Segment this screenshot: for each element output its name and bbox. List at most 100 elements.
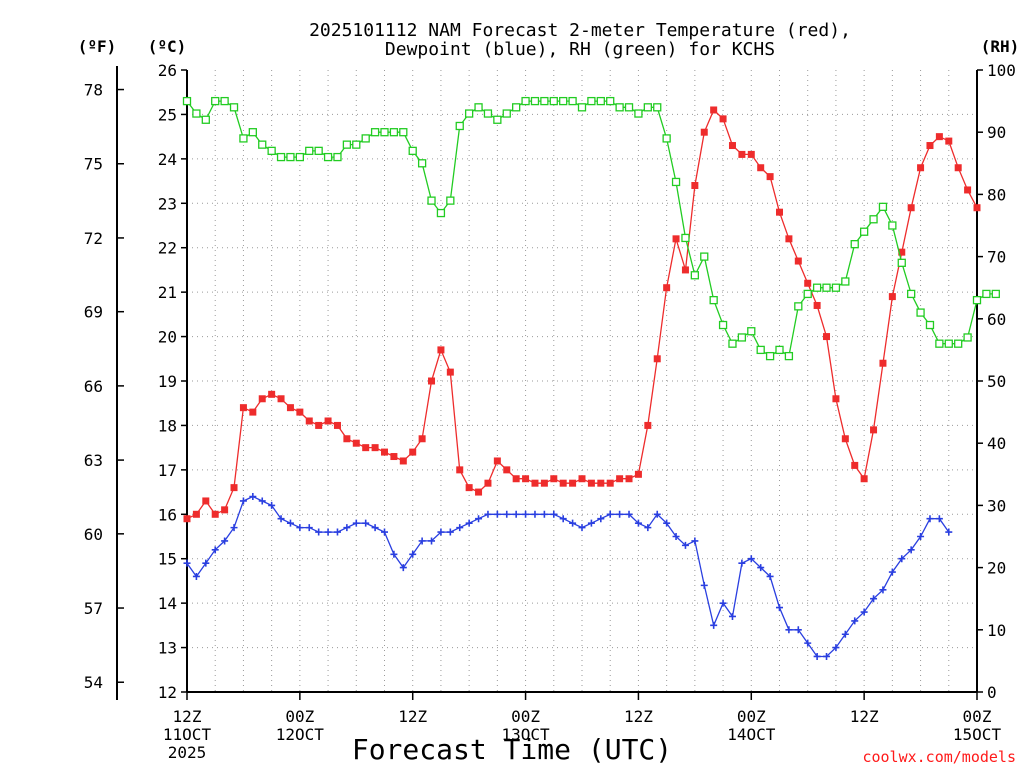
- temperature-point: [475, 488, 483, 496]
- rh-point: [417, 159, 427, 168]
- fahrenheit-tick-label: 75: [84, 155, 103, 174]
- dewpoint-point: [747, 555, 755, 563]
- rh-point: [258, 140, 267, 149]
- temperature-point: [202, 497, 210, 505]
- rh-point: [446, 196, 455, 205]
- chart-title-line2: Dewpoint (blue), RH (green) for KCHS: [385, 39, 775, 60]
- rh-point: [803, 289, 812, 299]
- temperature-point: [634, 470, 642, 478]
- temperature-point: [315, 421, 323, 429]
- temperature-point: [239, 404, 247, 412]
- temperature-point: [616, 475, 624, 483]
- temperature-point: [597, 479, 605, 487]
- rh-point: [831, 283, 841, 292]
- dewpoint-point: [569, 519, 577, 527]
- temperature-point: [286, 404, 294, 412]
- rh-point: [888, 221, 897, 230]
- dewpoint-point: [578, 524, 586, 532]
- rh-point: [700, 252, 709, 261]
- dewpoint-point: [616, 510, 624, 518]
- celsius-tick-label: 13: [158, 639, 177, 658]
- temperature-point: [362, 444, 370, 452]
- rh-point: [342, 140, 352, 149]
- temperature-point: [512, 475, 520, 483]
- celsius-tick-label: 17: [158, 461, 177, 480]
- dewpoint-point: [484, 510, 492, 518]
- temperature-point: [428, 377, 436, 385]
- rh-point: [380, 128, 389, 137]
- rh-point: [389, 128, 399, 137]
- temperature-point: [296, 408, 304, 416]
- temperature-point: [493, 457, 501, 465]
- dewpoint-point: [428, 537, 436, 545]
- temperature-point: [465, 484, 473, 492]
- rh-point: [455, 121, 464, 131]
- dewpoint-point: [409, 550, 417, 558]
- rh-tick-label: 40: [987, 434, 1006, 453]
- dewpoint-point: [456, 524, 464, 532]
- dewpoint-point: [935, 515, 943, 523]
- rh-point: [878, 202, 888, 211]
- rh-point: [737, 333, 747, 342]
- rh-point: [295, 152, 305, 162]
- fahrenheit-tick-label: 57: [84, 599, 103, 618]
- dewpoint-point: [832, 644, 840, 652]
- axes: [116, 66, 983, 700]
- rh-point: [991, 289, 1000, 299]
- temperature-point: [964, 186, 972, 194]
- dewpoint-point: [823, 652, 831, 660]
- temperature-point: [794, 257, 802, 265]
- rh-point: [248, 128, 257, 137]
- rh-point: [464, 109, 474, 118]
- dewpoint-point: [606, 510, 614, 518]
- dewpoint-point: [945, 528, 953, 536]
- chart-title-line1: 2025101112 NAM Forecast 2-meter Temperat…: [309, 20, 851, 41]
- dewpoint-point: [221, 537, 229, 545]
- grid-lines: [187, 70, 977, 692]
- rh-point: [784, 351, 794, 361]
- dewpoint-point: [804, 639, 812, 647]
- fahrenheit-tick-label: 60: [84, 525, 103, 544]
- series-line-dewpoint: [186, 495, 950, 658]
- rh-point: [869, 215, 878, 224]
- rh-point: [916, 308, 925, 317]
- dewpoint-point: [418, 537, 426, 545]
- x-tick-label: 13OCT: [501, 725, 550, 744]
- temperature-point: [343, 435, 351, 443]
- temperature-point: [653, 355, 661, 363]
- rh-point: [408, 146, 417, 156]
- rh-point: [267, 146, 276, 156]
- dewpoint-point: [437, 528, 445, 536]
- rh-point: [728, 339, 737, 348]
- dewpoint-point: [663, 519, 671, 527]
- celsius-tick-label: 16: [158, 505, 177, 524]
- rh-point: [512, 103, 521, 112]
- dewpoint-point: [192, 572, 200, 580]
- rh-point: [606, 96, 615, 106]
- dewpoint-point: [738, 559, 746, 567]
- rh-point: [662, 134, 671, 143]
- fahrenheit-tick-label: 72: [84, 229, 103, 248]
- temperature-point: [221, 506, 229, 514]
- dewpoint-point: [860, 608, 868, 616]
- fahrenheit-tick-label: 69: [84, 303, 103, 322]
- rh-point: [436, 208, 446, 218]
- temperature-point: [954, 164, 962, 172]
- rh-tick-label: 60: [987, 310, 1006, 329]
- rh-tick-label: 80: [987, 185, 1006, 204]
- temperature-point: [766, 173, 774, 181]
- temperature-point: [625, 475, 633, 483]
- x-tick-label: 00Z: [737, 707, 766, 726]
- x-axis-label: Forecast Time (UTC): [352, 733, 672, 766]
- rh-point: [935, 339, 944, 348]
- rh-point: [568, 96, 577, 106]
- rh-tick-label: 50: [987, 372, 1006, 391]
- temperature-point: [776, 208, 783, 216]
- dewpoint-point: [672, 533, 680, 540]
- dewpoint-point: [587, 519, 595, 527]
- celsius-tick-label: 21: [158, 283, 177, 302]
- x-tick-label: 12Z: [398, 707, 427, 726]
- unit-fahrenheit-label: (ºF): [78, 37, 117, 56]
- temperature-point: [672, 235, 680, 243]
- rh-point: [972, 295, 982, 305]
